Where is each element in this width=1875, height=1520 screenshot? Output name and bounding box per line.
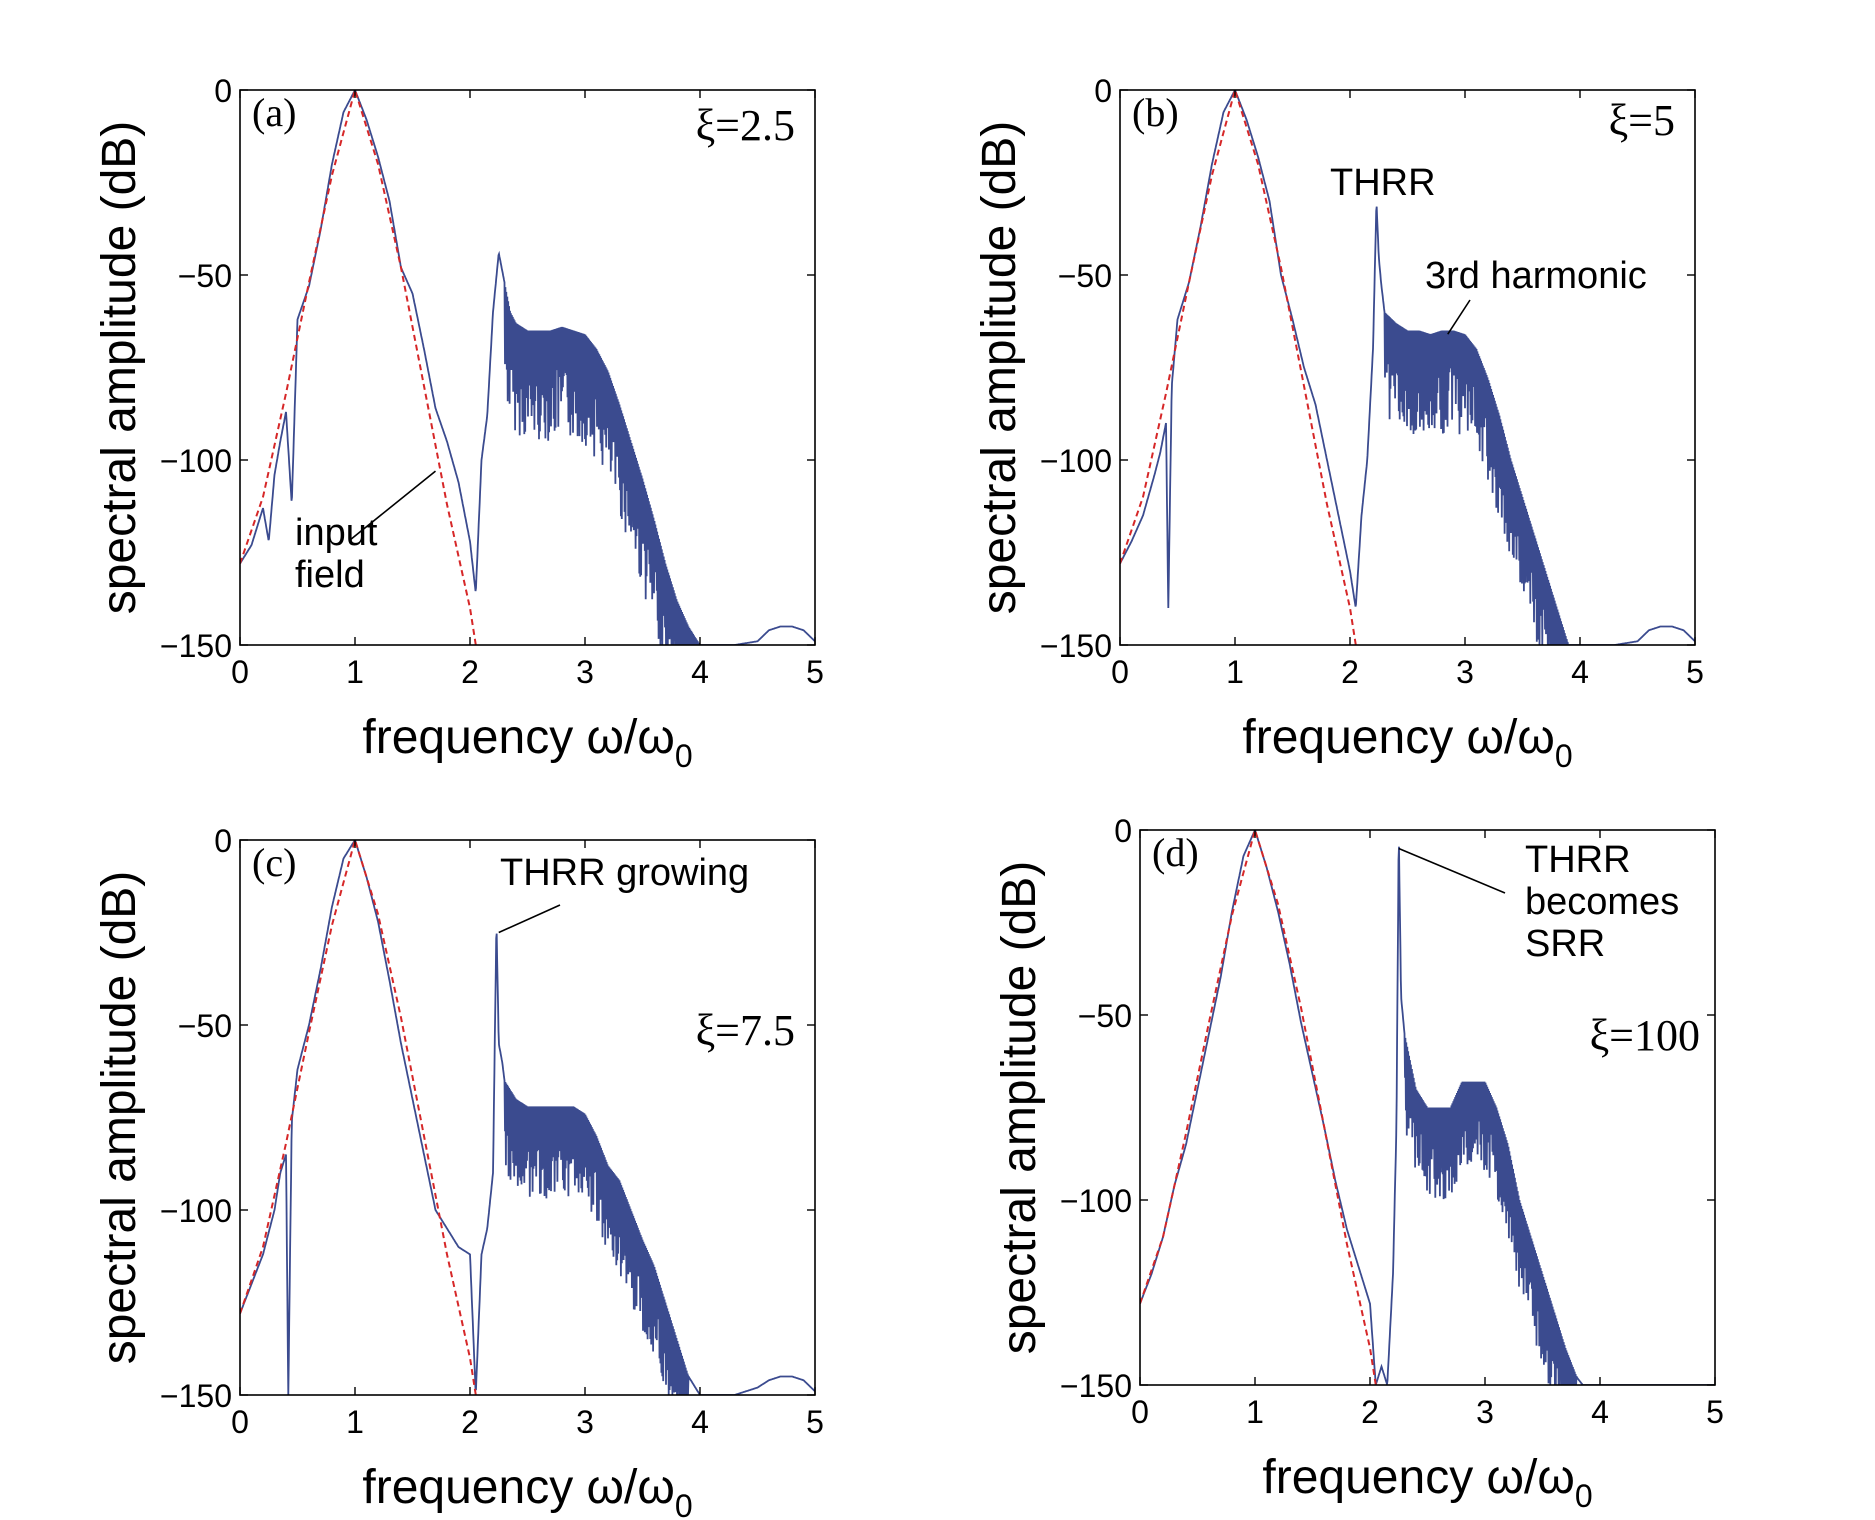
x-tick-label: 3 xyxy=(1456,654,1474,690)
x-tick-label: 5 xyxy=(1706,1394,1724,1430)
annotation-leader-line xyxy=(349,470,437,541)
x-tick-label: 4 xyxy=(691,1404,709,1440)
axes-frame xyxy=(239,839,816,1396)
x-axis-label-text: frequency ω/ω xyxy=(362,1461,674,1514)
panel-label: (b) xyxy=(1132,90,1179,135)
x-tick-label: 0 xyxy=(1111,654,1129,690)
x-tick-label: 2 xyxy=(1341,654,1359,690)
x-axis-label-subscript: 0 xyxy=(675,1488,693,1520)
x-tick-label: 3 xyxy=(576,1404,594,1440)
annotation-text: field xyxy=(295,554,365,596)
y-axis-label: spectral amplitude (dB) xyxy=(993,861,1046,1355)
x-tick-label: 3 xyxy=(576,654,594,690)
y-axis-label: spectral amplitude (dB) xyxy=(973,121,1026,615)
x-tick-label: 2 xyxy=(1361,1394,1379,1430)
x-axis-label: frequency ω/ω0 xyxy=(1242,711,1572,774)
x-axis-label-subscript: 0 xyxy=(1575,1478,1593,1514)
x-tick-label: 1 xyxy=(1226,654,1244,690)
annotation-text: THRR growing xyxy=(500,852,749,894)
y-tick-label: −50 xyxy=(178,1008,232,1044)
param-label: ξ=2.5 xyxy=(696,101,795,150)
x-tick-label: 0 xyxy=(231,654,249,690)
x-axis-label: frequency ω/ω0 xyxy=(362,1461,692,1520)
y-axis-label: spectral amplitude (dB) xyxy=(93,121,146,615)
y-tick-label: 0 xyxy=(1114,813,1132,849)
y-tick-label: −50 xyxy=(1058,258,1112,294)
annotation-text: THRR xyxy=(1525,839,1631,881)
x-tick-label: 1 xyxy=(1246,1394,1264,1430)
x-axis-label-text: frequency ω/ω xyxy=(1242,711,1554,764)
series-input-field-line xyxy=(1120,90,1357,645)
series-spectrum-line xyxy=(1140,830,1715,1385)
axes-frame xyxy=(1139,829,1716,1386)
x-tick-label: 0 xyxy=(231,1404,249,1440)
annotation-text: THRR xyxy=(1330,162,1436,204)
y-tick-label: −100 xyxy=(160,1193,232,1229)
series-input-field-line xyxy=(1140,830,1377,1385)
x-tick-label: 2 xyxy=(461,654,479,690)
y-tick-label: 0 xyxy=(214,73,232,109)
x-tick-label: 0 xyxy=(1131,1394,1149,1430)
annotation-leader-line xyxy=(498,904,561,934)
x-tick-label: 4 xyxy=(691,654,709,690)
x-axis-label: frequency ω/ω0 xyxy=(362,711,692,774)
x-tick-label: 1 xyxy=(346,1404,364,1440)
x-tick-label: 3 xyxy=(1476,1394,1494,1430)
param-label: ξ=100 xyxy=(1590,1011,1700,1060)
series-spectrum-line xyxy=(240,90,815,645)
series-spectrum-line xyxy=(1120,90,1695,645)
y-tick-label: −150 xyxy=(1060,1368,1132,1404)
x-tick-label: 2 xyxy=(461,1404,479,1440)
annotation-text: SRR xyxy=(1525,923,1605,965)
y-tick-label: −150 xyxy=(160,1378,232,1414)
panel-label: (a) xyxy=(252,90,296,135)
y-tick-label: −50 xyxy=(1078,998,1132,1034)
x-tick-label: 5 xyxy=(1686,654,1704,690)
y-tick-label: −150 xyxy=(1040,628,1112,664)
x-tick-label: 1 xyxy=(346,654,364,690)
x-axis-label-subscript: 0 xyxy=(1555,738,1573,774)
x-axis-label-subscript: 0 xyxy=(675,738,693,774)
annotation-text: 3rd harmonic xyxy=(1425,255,1647,297)
panel-label: (c) xyxy=(252,840,296,885)
series-input-field-line xyxy=(240,840,477,1395)
annotation-text: input xyxy=(295,512,378,554)
axes-frame xyxy=(1119,89,1696,646)
axes-frame xyxy=(239,89,816,646)
series-input-field-line xyxy=(240,90,477,645)
x-tick-label: 5 xyxy=(806,654,824,690)
x-axis-label-text: frequency ω/ω xyxy=(1262,1451,1574,1504)
panel-label: (d) xyxy=(1152,830,1199,875)
x-axis-label-text: frequency ω/ω xyxy=(362,711,674,764)
x-axis-label: frequency ω/ω0 xyxy=(1262,1451,1592,1514)
annotation-leader-line xyxy=(1447,299,1471,335)
x-tick-label: 4 xyxy=(1591,1394,1609,1430)
y-tick-label: 0 xyxy=(214,823,232,859)
y-tick-label: −100 xyxy=(160,443,232,479)
annotation-text: becomes xyxy=(1525,881,1679,923)
series-spectrum-line xyxy=(240,840,815,1395)
x-tick-label: 4 xyxy=(1571,654,1589,690)
param-label: ξ=7.5 xyxy=(696,1006,795,1055)
y-tick-label: −100 xyxy=(1040,443,1112,479)
y-tick-label: −100 xyxy=(1060,1183,1132,1219)
annotation-leader-line xyxy=(1398,847,1506,894)
x-tick-label: 5 xyxy=(806,1404,824,1440)
param-label: ξ=5 xyxy=(1609,96,1675,145)
y-tick-label: 0 xyxy=(1094,73,1112,109)
y-tick-label: −50 xyxy=(178,258,232,294)
y-axis-label: spectral amplitude (dB) xyxy=(93,871,146,1365)
y-tick-label: −150 xyxy=(160,628,232,664)
